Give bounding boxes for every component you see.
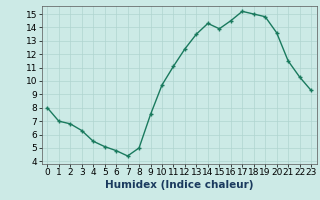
X-axis label: Humidex (Indice chaleur): Humidex (Indice chaleur) bbox=[105, 180, 253, 190]
